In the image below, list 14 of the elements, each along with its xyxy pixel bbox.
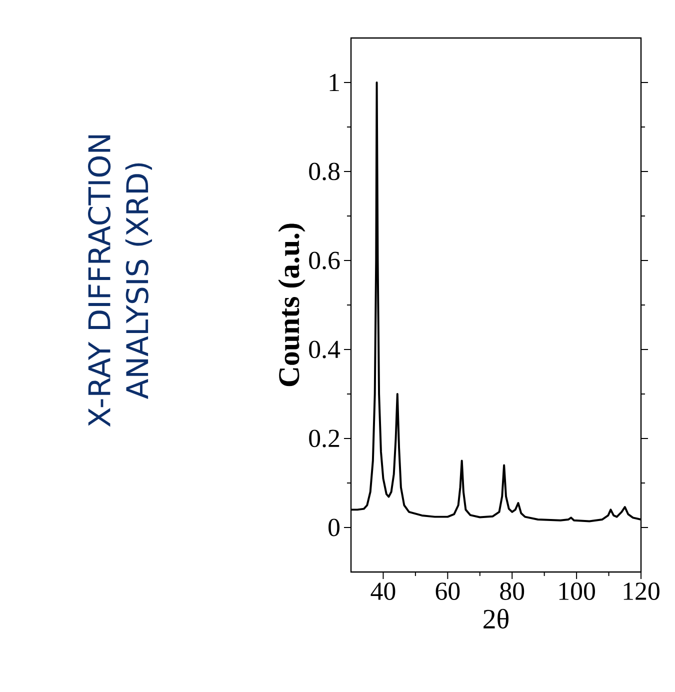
y-tick-label: 0.4: [309, 340, 340, 358]
x-tick-label: 120: [624, 582, 660, 600]
y-axis-title: Counts (a.u.): [278, 224, 306, 386]
x-tick-label: 80: [500, 582, 524, 600]
y-tick-label: 0.2: [309, 430, 340, 448]
text: X-RAY DIFFRACTION ANALYSIS (XRD): [88, 135, 152, 427]
x-tick-label: 100: [559, 582, 595, 600]
x-tick-label: 40: [370, 582, 396, 600]
y-tick-label: 0.6: [309, 252, 340, 270]
y-tick-label: 0.8: [309, 162, 340, 180]
x-tick-label: 60: [436, 582, 460, 600]
y-tick-label: 0: [328, 518, 340, 536]
x-axis-title: 2θ: [484, 608, 508, 629]
y-tick-label: 1: [330, 74, 339, 92]
